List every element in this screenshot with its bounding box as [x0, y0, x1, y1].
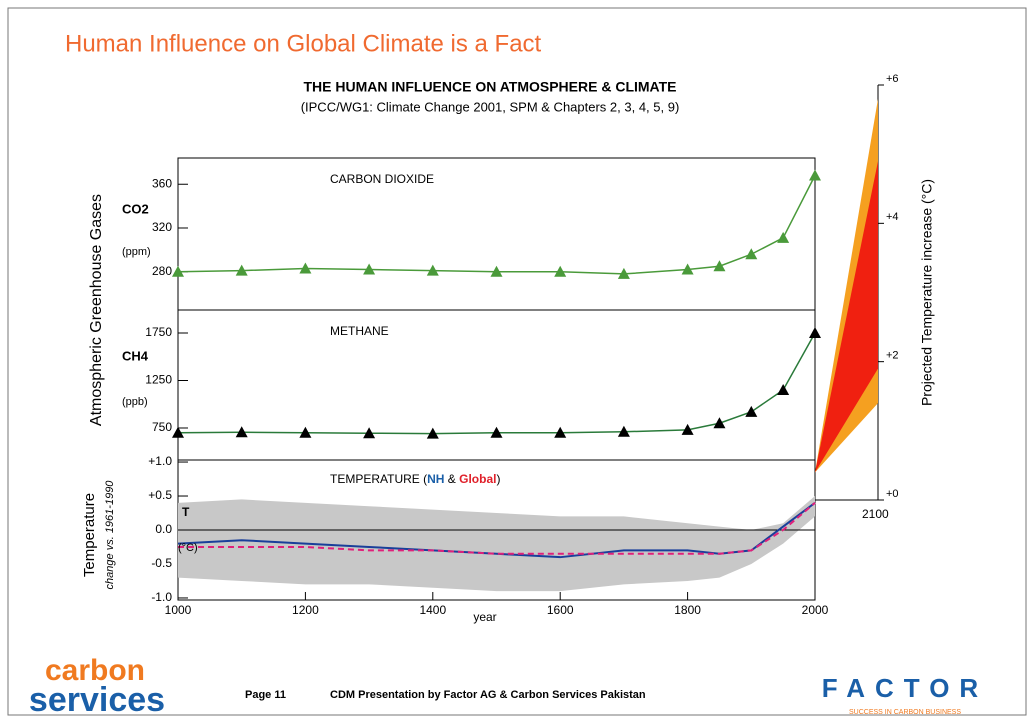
data-marker	[172, 265, 184, 277]
data-marker	[235, 426, 248, 438]
y-tick-label: -0.5	[151, 556, 172, 570]
data-marker	[809, 169, 821, 181]
y-unit: (ppb)	[122, 396, 148, 408]
data-marker	[426, 264, 439, 276]
y-tick-label: -1.0	[151, 590, 172, 604]
data-marker	[713, 417, 726, 429]
y-tick-label: 280	[152, 264, 172, 278]
data-marker	[554, 265, 567, 277]
page-number: Page 11	[245, 689, 286, 701]
y-unit-symbol: T	[182, 505, 190, 519]
x-tick-label: 2100	[862, 507, 889, 521]
slide-title: Human Influence on Global Climate is a F…	[65, 30, 542, 57]
panel-title: TEMPERATURE (NH & Global)	[330, 472, 500, 486]
figure-subtitle: (IPCC/WG1: Climate Change 2001, SPM & Ch…	[301, 99, 680, 114]
data-marker	[617, 425, 630, 437]
y-label: CH4	[122, 348, 149, 363]
y-label: Temperature	[81, 493, 98, 577]
data-marker	[299, 262, 312, 274]
y-tick-label: +1.0	[148, 454, 172, 468]
data-marker	[426, 427, 439, 439]
panel-title-part: Global	[459, 472, 496, 486]
y-tick-label: 1750	[145, 325, 172, 339]
data-marker	[745, 405, 758, 417]
x-tick-label: 1200	[292, 603, 319, 617]
panel-title: METHANE	[330, 324, 389, 338]
x-tick-label: 1400	[419, 603, 446, 617]
y-unit: (ppm)	[122, 246, 151, 258]
data-marker	[777, 383, 790, 395]
data-marker	[490, 265, 503, 277]
y-label-sub: change vs. 1961-1990	[104, 480, 116, 590]
data-marker	[172, 426, 184, 438]
figure-title: THE HUMAN INFLUENCE ON ATMOSPHERE & CLIM…	[303, 79, 676, 95]
y-tick-label: +0	[886, 488, 899, 500]
y-tick-label: +6	[886, 73, 899, 85]
data-marker	[681, 423, 694, 435]
x-axis-label: year	[473, 610, 496, 624]
y-tick-label: 360	[152, 176, 172, 190]
y-unit: (°C)	[178, 542, 198, 554]
data-marker	[363, 427, 376, 439]
y-tick-label: +0.5	[148, 488, 172, 502]
uncertainty-band	[178, 496, 815, 592]
panel-title-part: NH	[427, 472, 444, 486]
y-tick-label: +2	[886, 350, 899, 362]
logo-tagline: SUCCESS IN CARBON BUSINESS	[849, 709, 961, 716]
logo-services: services	[29, 681, 165, 719]
y-tick-label: 320	[152, 220, 172, 234]
logo-carbon: carbon	[45, 654, 145, 687]
data-marker	[554, 426, 567, 438]
panel-title-part: &	[444, 472, 459, 486]
panel-title-part: TEMPERATURE (	[330, 472, 427, 486]
data-marker	[363, 263, 376, 275]
data-marker	[777, 231, 790, 243]
y-tick-label: +4	[886, 211, 899, 223]
x-tick-label: 2000	[802, 603, 829, 617]
x-tick-label: 1800	[674, 603, 701, 617]
y-axis-label: Projected Temperature increase (°C)	[919, 179, 935, 406]
data-marker	[299, 426, 312, 438]
x-tick-label: 1600	[547, 603, 574, 617]
panel-title-part: )	[496, 472, 500, 486]
logo-factor: FACTOR	[822, 673, 988, 703]
data-marker	[745, 248, 758, 260]
data-marker	[235, 264, 248, 276]
y-tick-label: 0.0	[155, 522, 172, 536]
y-tick-label: 750	[152, 420, 172, 434]
left-axis-label: Atmospheric Greenhouse Gases	[88, 194, 105, 426]
data-marker	[713, 260, 726, 272]
footer-text: CDM Presentation by Factor AG & Carbon S…	[330, 689, 646, 701]
data-marker	[617, 267, 630, 279]
data-marker	[490, 426, 503, 438]
data-marker	[681, 263, 694, 275]
y-tick-label: 1250	[145, 373, 172, 387]
data-line	[178, 502, 816, 555]
x-tick-label: 1000	[165, 603, 192, 617]
y-label: CO2	[122, 201, 149, 216]
data-marker	[809, 326, 821, 338]
panel-title: CARBON DIOXIDE	[330, 172, 434, 186]
projection-band	[815, 161, 878, 473]
